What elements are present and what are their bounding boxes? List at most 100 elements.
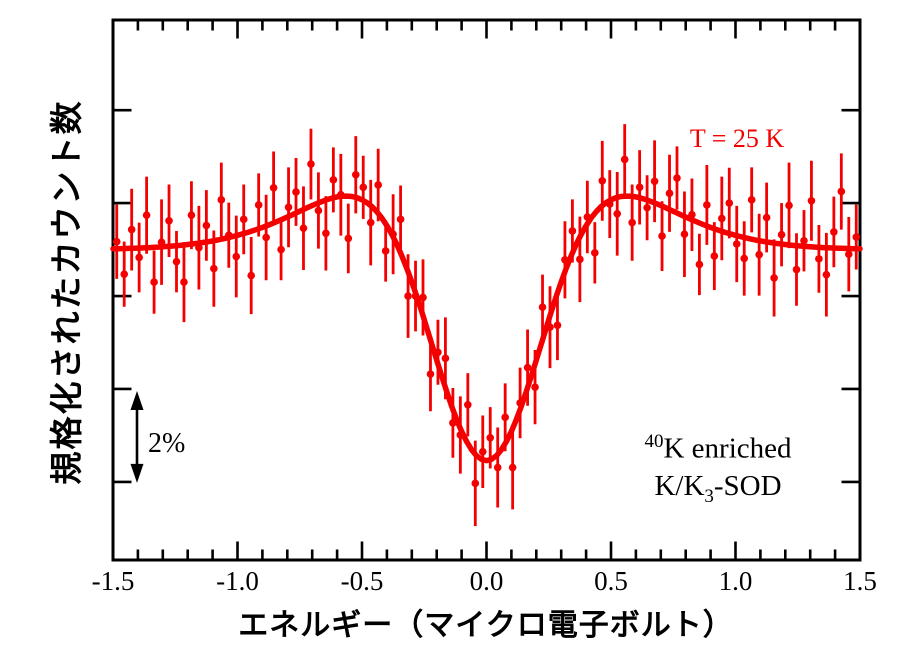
data-point bbox=[800, 236, 808, 245]
data-point bbox=[180, 278, 188, 286]
data-point bbox=[695, 260, 704, 269]
data-point bbox=[635, 183, 644, 192]
data-point bbox=[830, 228, 838, 236]
data-point bbox=[792, 265, 801, 274]
data-point bbox=[404, 292, 412, 300]
data-point bbox=[553, 321, 562, 330]
data-point bbox=[165, 216, 173, 225]
arrowhead-up-icon bbox=[130, 390, 144, 410]
x-tick-label: -0.5 bbox=[340, 566, 384, 596]
y-axis-title: 規格化されたカウント数 bbox=[47, 99, 86, 485]
data-point bbox=[591, 249, 599, 257]
data-point bbox=[523, 363, 532, 372]
axes-frame bbox=[111, 18, 862, 562]
sample-annotation: 40K enriched K/K3-SOD bbox=[608, 423, 828, 514]
data-point bbox=[531, 383, 539, 391]
data-point bbox=[299, 224, 308, 232]
data-point bbox=[665, 189, 674, 198]
data-point bbox=[277, 245, 285, 254]
data-point bbox=[777, 230, 786, 239]
data-point bbox=[650, 177, 659, 186]
data-point bbox=[710, 252, 719, 260]
data-point bbox=[807, 196, 816, 205]
data-point bbox=[292, 188, 300, 196]
data-point bbox=[822, 270, 831, 279]
data-point bbox=[210, 264, 218, 273]
data-point bbox=[747, 196, 756, 204]
data-point bbox=[740, 254, 749, 263]
isotope-superscript: 40 bbox=[644, 431, 664, 452]
data-point bbox=[112, 237, 121, 246]
data-point bbox=[844, 250, 853, 259]
x-tick-label: 0.0 bbox=[469, 566, 504, 596]
data-point bbox=[322, 229, 330, 238]
data-point bbox=[718, 214, 726, 223]
axis-ticks bbox=[111, 21, 862, 559]
data-point bbox=[576, 255, 584, 264]
data-point bbox=[381, 247, 390, 255]
x-tick-label: -1.0 bbox=[216, 566, 259, 596]
data-point bbox=[426, 370, 435, 378]
x-tick-label: 1.0 bbox=[718, 566, 753, 596]
data-point bbox=[239, 215, 248, 224]
data-point bbox=[613, 209, 622, 218]
data-point bbox=[202, 221, 211, 230]
sample-annotation-line2: K/K3-SOD bbox=[608, 468, 828, 515]
x-tick-label: -1.5 bbox=[91, 566, 135, 596]
data-point bbox=[486, 433, 495, 442]
data-point bbox=[837, 187, 846, 196]
sample-line1-text: K enriched bbox=[663, 432, 792, 465]
data-point bbox=[419, 293, 427, 302]
data-point bbox=[374, 181, 382, 189]
x-axis-title: エネルギー（マイクロ電子ボルト） bbox=[238, 608, 734, 643]
sample-line2-post: -SOD bbox=[713, 469, 782, 502]
data-point bbox=[269, 183, 278, 192]
data-point bbox=[643, 203, 651, 212]
data-point bbox=[150, 278, 158, 286]
scale-bar-label: 2% bbox=[148, 428, 186, 459]
data-point bbox=[620, 155, 629, 164]
data-point bbox=[127, 225, 136, 234]
data-point bbox=[187, 211, 196, 219]
data-point bbox=[135, 253, 143, 262]
data-point bbox=[351, 170, 360, 179]
data-point bbox=[120, 270, 129, 278]
data-point bbox=[493, 463, 502, 472]
arrowhead-down-icon bbox=[130, 463, 144, 483]
data-point bbox=[673, 174, 681, 182]
x-tick-label: 0.5 bbox=[594, 566, 628, 596]
data-point bbox=[232, 252, 241, 261]
data-point bbox=[284, 203, 293, 212]
data-point bbox=[815, 255, 823, 263]
fit-curve bbox=[110, 193, 863, 464]
data-points bbox=[112, 124, 861, 527]
data-point bbox=[359, 183, 368, 192]
data-point bbox=[366, 218, 375, 227]
sample-line2-pre: K/K bbox=[654, 469, 705, 502]
data-point bbox=[501, 413, 509, 422]
x-tick-label: 1.5 bbox=[843, 566, 877, 596]
data-point bbox=[396, 215, 405, 224]
data-point bbox=[262, 233, 270, 242]
data-point bbox=[441, 354, 450, 363]
data-point bbox=[785, 201, 793, 210]
temperature-annotation: T = 25 K bbox=[689, 124, 785, 153]
data-point bbox=[762, 213, 771, 222]
data-point bbox=[725, 199, 734, 207]
data-point bbox=[254, 201, 263, 209]
data-point bbox=[344, 234, 353, 243]
data-point bbox=[478, 447, 487, 456]
data-point bbox=[247, 271, 255, 280]
sample-line2-subscript: 3 bbox=[704, 485, 714, 507]
data-point bbox=[852, 233, 861, 241]
data-point bbox=[732, 240, 741, 248]
data-point bbox=[598, 176, 607, 185]
scale-arrow bbox=[130, 390, 144, 483]
data-point bbox=[680, 230, 689, 239]
data-point bbox=[464, 400, 472, 409]
data-point bbox=[471, 479, 480, 488]
data-point bbox=[703, 201, 711, 209]
data-point bbox=[658, 232, 666, 240]
data-point bbox=[172, 257, 181, 266]
